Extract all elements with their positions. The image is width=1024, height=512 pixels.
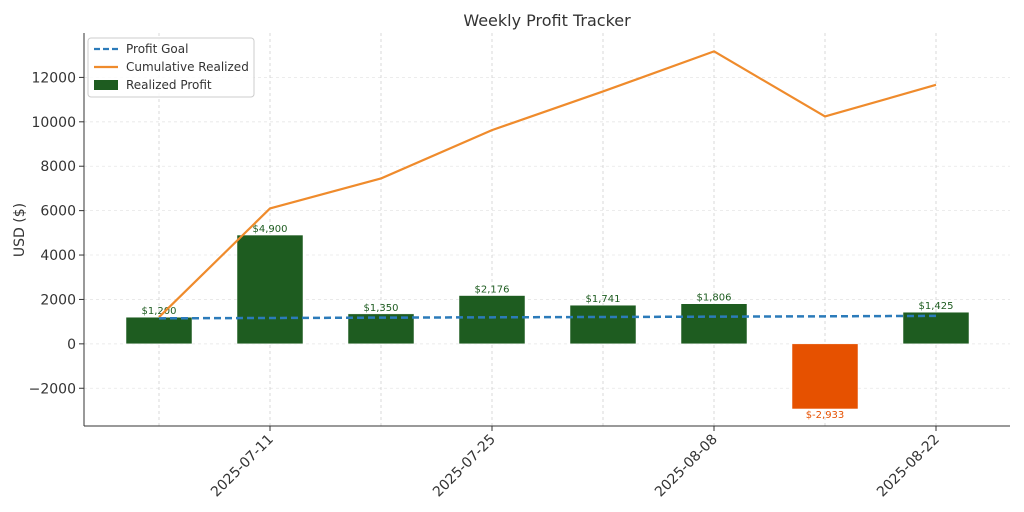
grid-lines — [84, 33, 1010, 426]
profit-bar — [569, 304, 637, 345]
y-tick-label: 8000 — [40, 159, 76, 175]
cumulative-realized-line — [158, 50, 937, 318]
bar-value-label: $4,900 — [253, 224, 288, 235]
y-tick-label: 4000 — [40, 248, 76, 264]
x-ticks: 2025-07-11 2025-07-25 2025-08-08 2025-08-22 — [208, 426, 943, 500]
y-tick-label: 6000 — [40, 204, 76, 220]
x-tick-label: 2025-08-08 — [652, 432, 721, 501]
x-tick-label: 2025-07-11 — [208, 432, 277, 501]
series-lines — [158, 50, 937, 320]
bar-value-label: $1,200 — [142, 306, 177, 317]
profit-bar — [458, 295, 526, 345]
legend-label: Realized Profit — [126, 78, 212, 92]
y-ticks: −2000 0 2000 4000 6000 8000 10000 12000 — [29, 70, 84, 397]
legend: Profit Goal Cumulative Realized Realized P… — [87, 37, 255, 98]
profit-bar — [236, 234, 304, 345]
bar-value-label: $1,350 — [364, 303, 399, 314]
bar-value-label: $1,425 — [919, 301, 954, 312]
y-tick-label: 12000 — [31, 70, 76, 86]
profit-bar — [902, 311, 970, 345]
bar-value-label: $1,806 — [697, 293, 732, 304]
y-tick-label: −2000 — [29, 381, 76, 397]
y-tick-label: 10000 — [31, 115, 76, 131]
x-tick-label: 2025-07-25 — [430, 432, 499, 501]
bar-value-label: $1,741 — [586, 294, 621, 305]
y-axis-label: USD ($) — [12, 203, 28, 257]
legend-label: Cumulative Realized — [126, 60, 249, 74]
legend-swatch-realized-profit — [94, 80, 118, 90]
chart-title: Weekly Profit Tracker — [463, 11, 631, 30]
bar-value-labels: $1,200 $4,900 $1,350 $2,176 $1,741 $1,806 $-2,… — [142, 224, 954, 421]
bar-value-label: $2,176 — [475, 285, 510, 296]
profit-goal-line — [158, 314, 937, 320]
bar-value-label: $-2,933 — [806, 410, 845, 421]
y-tick-label: 0 — [67, 337, 76, 353]
profit-bar — [125, 316, 193, 345]
profit-bar — [791, 343, 859, 410]
profit-bar — [680, 303, 748, 345]
axes — [83, 33, 1010, 427]
legend-label: Profit Goal — [126, 42, 188, 56]
y-tick-label: 2000 — [40, 292, 76, 308]
legend-box — [87, 37, 255, 98]
realized-profit-bars — [125, 234, 970, 410]
x-tick-label: 2025-08-22 — [874, 432, 943, 501]
